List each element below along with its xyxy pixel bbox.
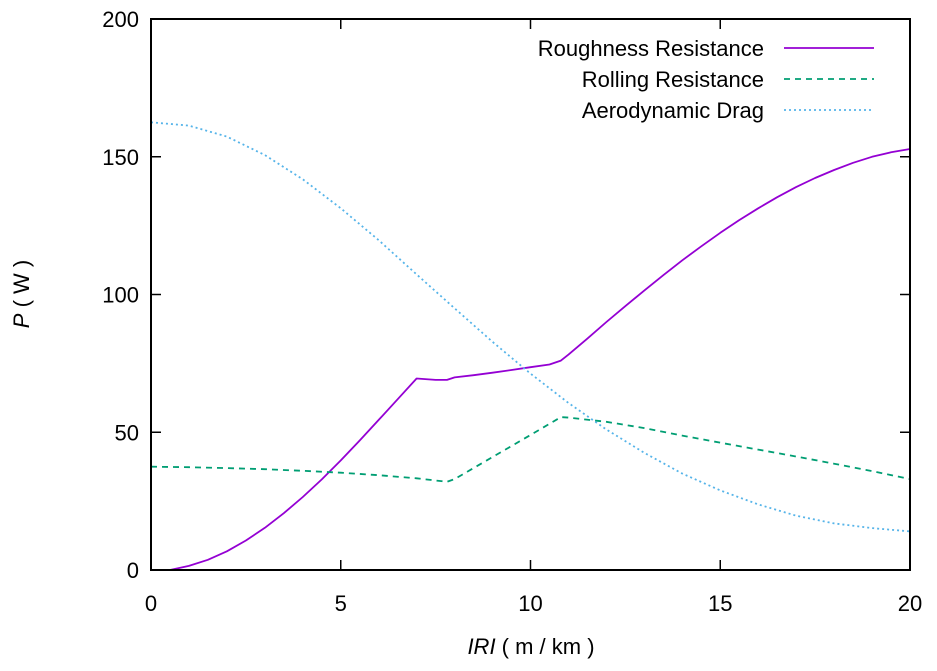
y-tick-label-2: 100: [102, 283, 139, 308]
x-tick-label-3: 15: [708, 591, 732, 616]
y-tick-label-1: 50: [115, 420, 139, 445]
legend-label-1: Roughness Resistance: [538, 36, 764, 61]
series-line-2: [150, 416, 911, 483]
legend-label-3: Aerodynamic Drag: [582, 98, 764, 123]
x-axis-label-italic: IRI: [467, 634, 495, 659]
x-axis-label: IRI ( m / km ): [467, 634, 594, 659]
y-tick-label-0: 0: [127, 558, 139, 583]
y-axis-label-unit: ( W ): [9, 260, 34, 314]
legend: Roughness Resistance Rolling Resistance Ae…: [538, 36, 874, 123]
y-axis-label-italic: P: [9, 313, 34, 328]
y-tick-label-4: 200: [102, 7, 139, 32]
plot-frame: [150, 18, 911, 571]
x-tick-label-0: 0: [145, 591, 157, 616]
y-tick-label-3: 150: [102, 145, 139, 170]
legend-label-2: Rolling Resistance: [582, 67, 764, 92]
y-axis-label: P ( W ): [9, 260, 34, 328]
x-tick-label-4: 20: [898, 591, 922, 616]
series-layer: [150, 121, 911, 571]
series-line-1: [151, 148, 911, 571]
x-axis-label-unit: ( m / km ): [496, 634, 595, 659]
x-tick-label-1: 5: [335, 591, 347, 616]
x-tick-label-2: 10: [518, 591, 542, 616]
